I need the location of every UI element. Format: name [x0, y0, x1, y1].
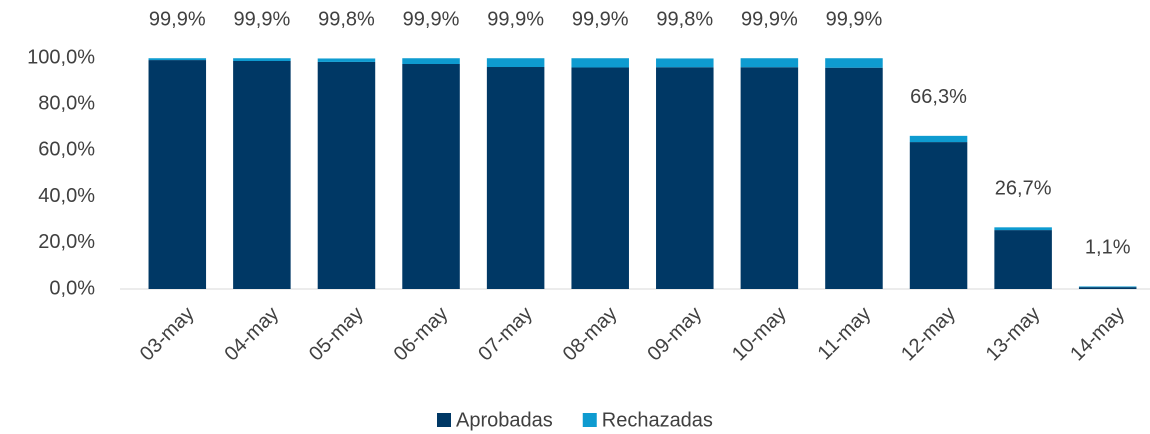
y-tick-label: 40,0%: [38, 185, 95, 207]
bar-segment: [656, 67, 714, 290]
bar-segment: [402, 64, 460, 289]
x-tick-label: 07-may: [474, 303, 537, 366]
bar-segment: [402, 58, 460, 65]
bar-segment: [233, 61, 291, 290]
bar-segment: [148, 58, 207, 61]
x-tick-label: 14-may: [1066, 303, 1129, 366]
total-label: 99,9%: [572, 9, 629, 31]
legend-label: Rechazadas: [602, 409, 713, 431]
bar-segment: [909, 142, 968, 289]
y-tick-label: 80,0%: [38, 92, 95, 114]
x-tick-label: 08-may: [559, 303, 622, 366]
total-label: 1,1%: [1085, 237, 1131, 259]
legend-swatch: [437, 413, 451, 427]
total-label: 99,8%: [656, 9, 713, 31]
bar-segment: [317, 61, 376, 289]
bar-segment: [1078, 287, 1137, 289]
total-label: 99,9%: [741, 9, 798, 31]
bar-segment: [740, 67, 799, 290]
bar-segment: [994, 227, 1052, 231]
bar-segment: [486, 58, 545, 68]
legend-label: Aprobadas: [456, 409, 553, 431]
bar-segment: [571, 58, 629, 68]
bar-segment: [740, 58, 799, 68]
bar-segment: [825, 67, 883, 290]
x-tick-label: 13-may: [982, 303, 1045, 366]
x-tick-label: 10-may: [728, 303, 791, 366]
total-label: 99,9%: [149, 9, 206, 31]
total-label: 99,9%: [826, 9, 883, 31]
total-label: 26,7%: [995, 178, 1052, 200]
x-tick-label: 12-may: [897, 303, 960, 366]
bar-segment: [486, 67, 545, 289]
total-label: 99,9%: [234, 9, 291, 31]
total-label: 99,8%: [318, 9, 375, 31]
bar-segment: [571, 67, 629, 289]
legend-swatch: [582, 413, 597, 427]
bar-segment: [317, 58, 376, 62]
x-tick-label: 04-may: [220, 303, 283, 366]
total-label: 99,9%: [403, 9, 460, 31]
bar-segment: [656, 58, 714, 68]
total-label: 99,9%: [487, 9, 544, 31]
bar-segment: [148, 60, 207, 290]
x-tick-label: 11-may: [814, 303, 876, 365]
bar-segment: [994, 230, 1052, 289]
x-tick-label: 09-may: [643, 303, 706, 366]
bar-segment: [909, 135, 968, 143]
x-tick-label: 06-may: [390, 303, 453, 366]
y-tick-label: 100,0%: [27, 46, 95, 68]
x-tick-label: 05-may: [305, 303, 368, 366]
bar-segment: [1078, 286, 1137, 288]
total-label: 66,3%: [910, 86, 967, 108]
y-tick-label: 20,0%: [38, 231, 95, 253]
x-tick-label: 03-may: [136, 303, 199, 366]
bar-segment: [233, 58, 291, 62]
bar-segment: [825, 58, 883, 68]
y-tick-label: 0,0%: [49, 277, 95, 299]
y-tick-label: 60,0%: [38, 139, 95, 161]
